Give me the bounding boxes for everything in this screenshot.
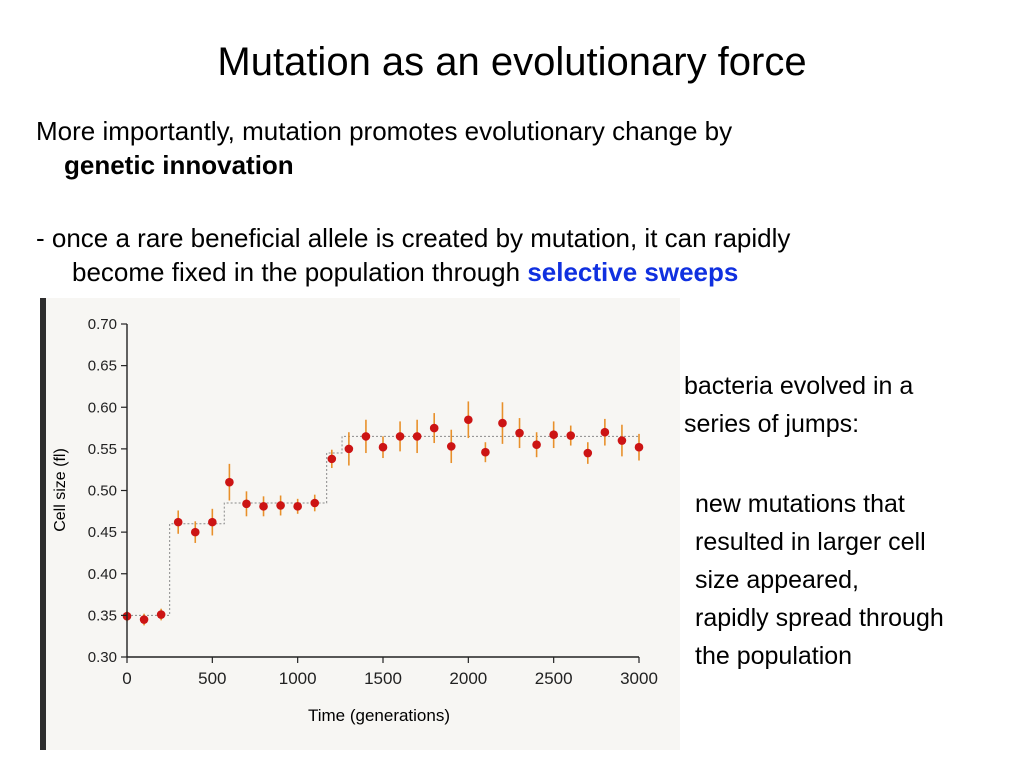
side-note-jumps: bacteria evolved in a series of jumps: xyxy=(684,367,1014,443)
y-tick-label: 0.60 xyxy=(88,399,117,416)
paragraph-selective-sweeps: - once a rare beneficial allele is creat… xyxy=(36,221,1011,289)
y-tick-label: 0.40 xyxy=(88,566,117,583)
data-point xyxy=(634,442,644,452)
data-point xyxy=(532,440,541,450)
error-bars xyxy=(126,401,640,626)
data-point xyxy=(481,447,490,457)
data-point xyxy=(617,436,627,445)
data-point xyxy=(378,442,388,452)
data-point xyxy=(429,423,439,433)
y-tick-label: 0.50 xyxy=(88,483,117,500)
step-fit-line xyxy=(127,435,639,616)
data-point xyxy=(276,501,285,510)
data-point xyxy=(190,527,200,537)
figure-edge xyxy=(40,298,46,750)
x-tick-label: 3000 xyxy=(620,669,658,688)
x-tick-label: 0 xyxy=(122,669,131,688)
paragraph-genetic-innovation: More importantly, mutation promotes evol… xyxy=(36,114,996,182)
y-tick-label: 0.70 xyxy=(88,316,117,333)
paragraph-2-line-2: become fixed in the population through xyxy=(72,257,521,287)
chart-axes: 0.30 0.35 0.40 0.45 0.50 0.55 0.60 0.65 0.70 0 500… xyxy=(88,316,658,688)
x-tick-label: 2500 xyxy=(535,669,573,688)
x-tick-label: 2000 xyxy=(449,669,487,688)
side-note-1-line: bacteria evolved in a xyxy=(684,372,914,400)
cell-size-chart: 0.30 0.35 0.40 0.45 0.50 0.55 0.60 0.65 0.70 0 500… xyxy=(52,316,658,725)
data-point xyxy=(412,432,422,441)
data-point xyxy=(173,517,183,527)
y-axis-label: Cell size (fl) xyxy=(52,448,69,532)
side-note-2-line: the population xyxy=(695,642,853,670)
data-point xyxy=(293,502,302,511)
x-tick-label: 1500 xyxy=(364,669,402,688)
data-point xyxy=(156,610,166,619)
paragraph-1-line: More importantly, mutation promotes evol… xyxy=(36,116,733,146)
y-tick-label: 0.45 xyxy=(88,524,117,541)
data-point xyxy=(242,499,251,509)
x-tick-label: 1000 xyxy=(279,669,317,688)
genetic-innovation-term: genetic innovation xyxy=(64,150,294,180)
data-point xyxy=(600,427,610,437)
side-note-2-line: size appeared, xyxy=(695,566,860,594)
slide-title: Mutation as an evolutionary force xyxy=(217,40,807,84)
data-point xyxy=(498,418,507,428)
data-point xyxy=(515,428,524,438)
side-note-mutations: new mutations that resulted in larger ce… xyxy=(695,485,1023,675)
side-note-2-line: resulted in larger cell xyxy=(695,528,926,556)
data-point xyxy=(446,442,456,451)
data-point xyxy=(259,502,268,511)
side-note-2-line: new mutations that xyxy=(695,490,905,518)
data-point xyxy=(327,454,337,464)
data-point xyxy=(225,477,234,487)
data-point xyxy=(566,431,576,440)
data-point xyxy=(310,498,320,508)
data-point xyxy=(139,615,149,624)
y-tick-label: 0.65 xyxy=(88,358,117,375)
data-point xyxy=(344,444,354,454)
data-point xyxy=(549,430,558,440)
data-point xyxy=(361,432,371,441)
data-points xyxy=(122,415,644,624)
side-note-2-line: rapidly spread through xyxy=(695,604,944,632)
y-tick-label: 0.35 xyxy=(88,607,117,624)
step-fit-path xyxy=(127,435,639,616)
data-point xyxy=(395,432,405,441)
x-tick-label: 500 xyxy=(198,669,226,688)
data-point xyxy=(583,448,593,458)
paragraph-2-line-1: - once a rare beneficial allele is creat… xyxy=(36,223,791,253)
x-axis-label: Time (generations) xyxy=(308,706,450,725)
y-tick-label: 0.55 xyxy=(88,441,117,458)
y-tick-label: 0.30 xyxy=(88,649,117,666)
data-point xyxy=(464,415,473,425)
data-point xyxy=(208,517,217,527)
side-note-1-line: series of jumps: xyxy=(684,410,860,438)
figure-background xyxy=(40,298,680,750)
selective-sweeps-term: selective sweeps xyxy=(527,257,739,287)
